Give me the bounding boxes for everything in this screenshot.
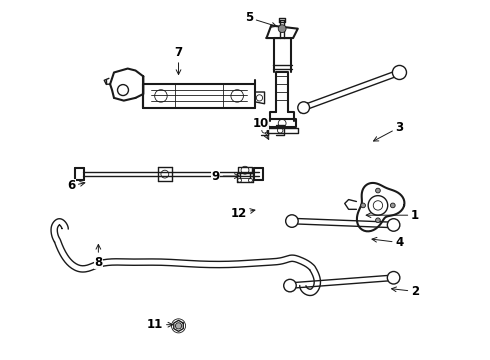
Circle shape: [392, 66, 407, 80]
Text: 11: 11: [147, 318, 172, 331]
Text: 8: 8: [94, 244, 102, 269]
Circle shape: [175, 323, 182, 329]
Circle shape: [376, 218, 380, 222]
Circle shape: [361, 203, 366, 208]
Text: 7: 7: [174, 46, 183, 75]
Circle shape: [298, 102, 310, 113]
Circle shape: [387, 271, 400, 284]
Text: 2: 2: [392, 285, 419, 298]
Text: 12: 12: [231, 207, 255, 220]
Circle shape: [387, 219, 400, 231]
Circle shape: [376, 188, 380, 193]
Circle shape: [284, 279, 296, 292]
Text: 4: 4: [372, 236, 404, 249]
Text: 1: 1: [366, 209, 419, 222]
Circle shape: [286, 215, 298, 227]
Text: 3: 3: [373, 121, 404, 141]
Circle shape: [278, 25, 286, 33]
Text: 5: 5: [245, 11, 276, 27]
Text: 9: 9: [212, 170, 239, 183]
Text: 10: 10: [252, 117, 269, 139]
Text: 6: 6: [67, 179, 85, 192]
Circle shape: [391, 203, 395, 208]
